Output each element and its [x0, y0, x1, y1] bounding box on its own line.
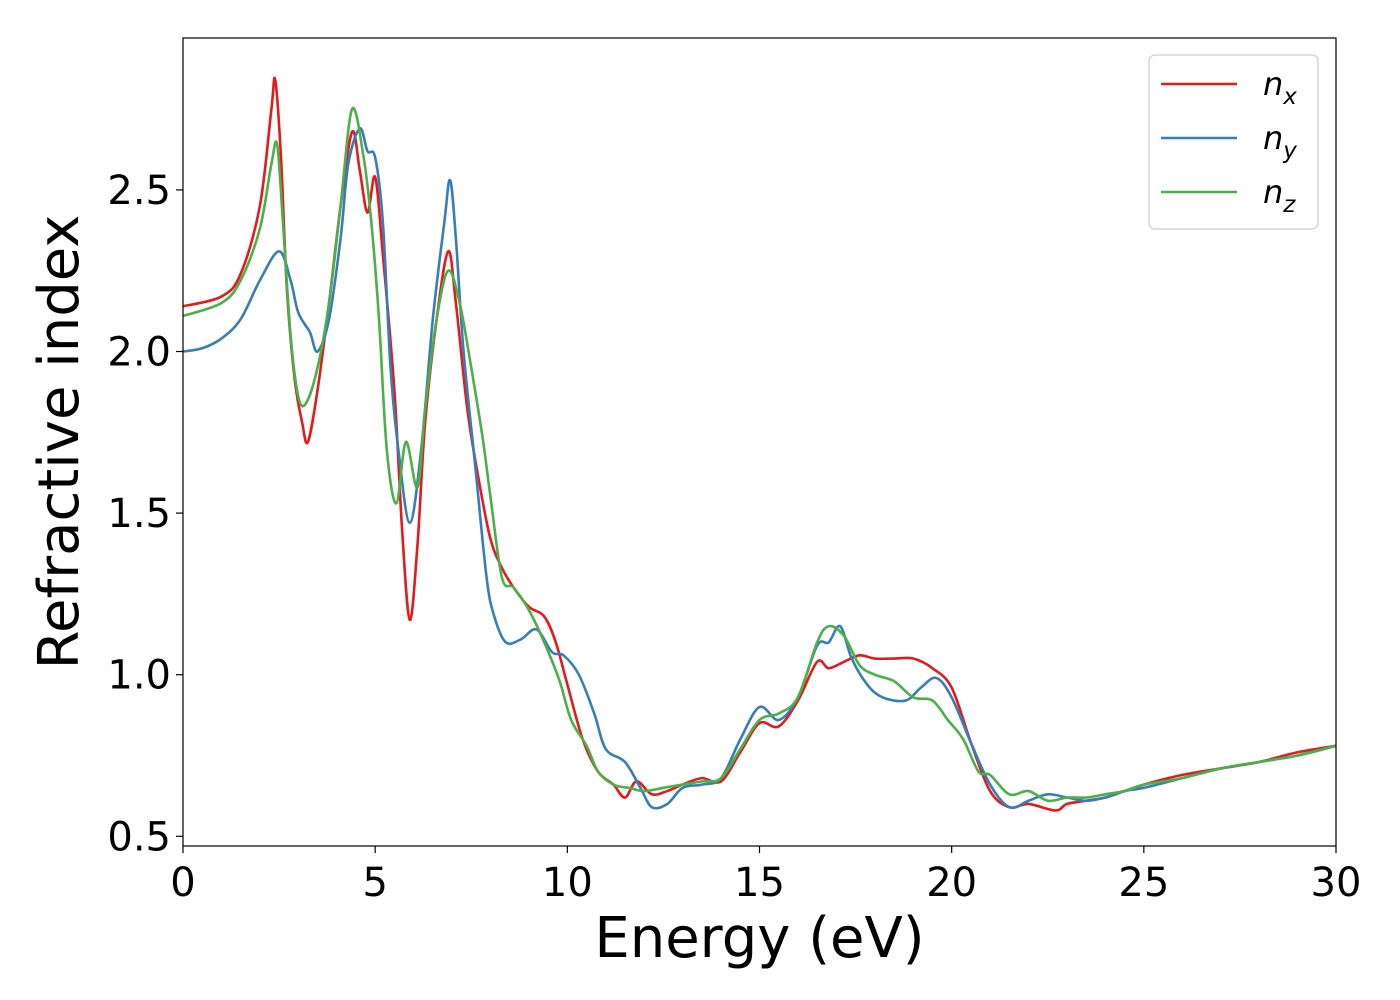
y-tick-label: 0.5	[107, 814, 171, 860]
series-line-ny	[182, 127, 1337, 810]
y-tick-label: 1.0	[107, 653, 171, 699]
legend: nx ny nz	[1148, 54, 1319, 230]
y-axis-label: Refractive index	[27, 215, 92, 670]
legend-label-nx: nx	[1263, 65, 1297, 110]
x-tick-label: 20	[926, 860, 977, 906]
x-tick-label: 0	[170, 860, 195, 906]
x-tick-label: 25	[1118, 860, 1169, 906]
x-tick-label: 15	[734, 860, 785, 906]
x-tick-label: 30	[1311, 860, 1362, 906]
y-tick-label: 2.0	[107, 330, 171, 376]
legend-box	[1148, 54, 1319, 230]
series-line-nz	[182, 106, 1337, 803]
x-axis-ticks: 0 5 10 15 20 25 30	[170, 846, 1361, 906]
series-layer	[182, 76, 1337, 812]
x-tick-label: 10	[542, 860, 593, 906]
legend-label-ny: ny	[1263, 119, 1297, 164]
legend-label-nz: nz	[1263, 173, 1296, 218]
x-tick-label: 5	[362, 860, 387, 906]
y-tick-label: 1.5	[107, 491, 171, 537]
x-axis-label: Energy (eV)	[594, 906, 924, 971]
y-tick-label: 2.5	[107, 168, 171, 214]
y-axis-ticks: 0.5 1.0 1.5 2.0 2.5	[107, 168, 183, 860]
